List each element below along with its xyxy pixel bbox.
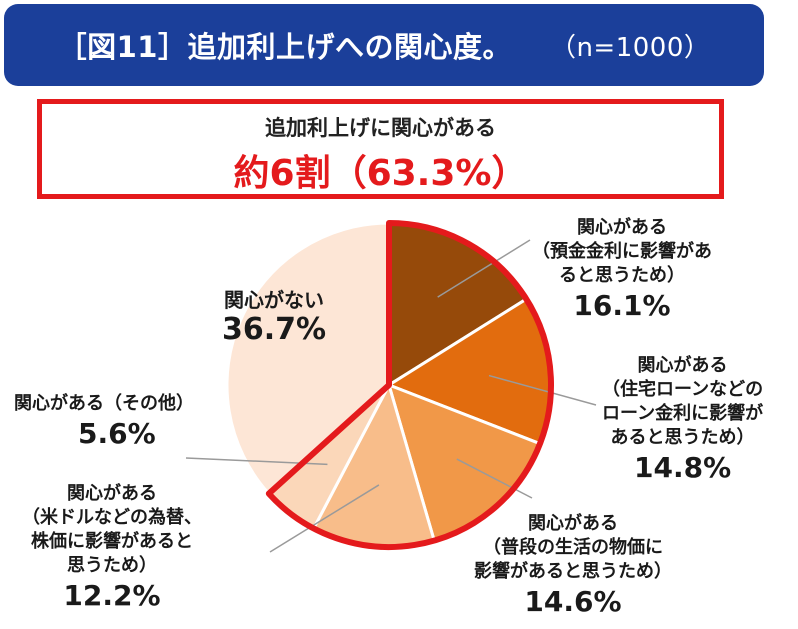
label-prices: 関心がある （普段の生活の物価に 影響があると思うため） 14.6% — [474, 513, 672, 618]
label-fx-stocks: 関心がある （米ドルなどの為替、 株価に影響があると 思うため） 12.2% — [22, 483, 202, 612]
summary-caption: 追加利上げに関心がある — [265, 116, 496, 140]
pct-not-interested: 36.7% — [222, 312, 327, 347]
interested-group-outline — [265, 220, 554, 550]
pct-prices: 14.6% — [524, 585, 622, 618]
summary-box: 追加利上げに関心がある 約6割（63.3%） — [37, 99, 724, 199]
label-not-interested: 関心がない 36.7% — [222, 288, 327, 347]
label-other: 関心がある（その他） 5.6% — [14, 393, 194, 450]
chart-title: ［図11］追加利上げへの関心度。 — [57, 30, 512, 64]
leader-line-loan-rate — [488, 374, 597, 406]
chart-title-banner: ［図11］追加利上げへの関心度。 （n=1000） — [4, 4, 764, 86]
pct-deposit-rate: 16.1% — [573, 289, 671, 322]
leader-line-fx-stocks — [269, 484, 380, 553]
leader-line-prices — [456, 458, 533, 499]
leader-line-deposit-rate — [437, 239, 531, 298]
label-loan-rate: 関心がある （住宅ローンなどの ローン金利に影響が あると思うため） 14.8% — [602, 355, 764, 484]
sample-size: （n=1000） — [549, 32, 711, 63]
label-deposit-rate: 関心がある （預金金利に影響があ ると思うため） 16.1% — [532, 217, 712, 322]
summary-value: 約6割（63.3%） — [233, 153, 528, 194]
pct-loan-rate: 14.8% — [633, 451, 732, 484]
pct-fx-stocks: 12.2% — [63, 579, 161, 612]
slice-not-interested — [225, 221, 391, 496]
pct-other: 5.6% — [78, 417, 156, 450]
